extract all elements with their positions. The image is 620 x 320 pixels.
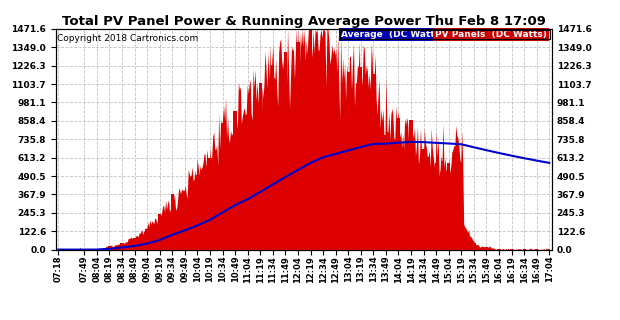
Bar (133, 238, 136, 250)
Bar (459, 169, 463, 250)
Bar (397, 118, 400, 250)
Bar (359, 67, 363, 250)
Bar (221, 123, 224, 250)
Bar (158, 214, 161, 250)
Text: PV Panels  (DC Watts): PV Panels (DC Watts) (435, 30, 547, 39)
Bar (284, 52, 287, 250)
Bar (372, 74, 375, 250)
Bar (447, 163, 450, 250)
Bar (108, 246, 111, 250)
Bar (384, 135, 388, 250)
Bar (422, 149, 425, 250)
Bar (170, 194, 174, 250)
Bar (120, 243, 123, 250)
Bar (271, 65, 275, 250)
Bar (183, 191, 187, 250)
Bar (334, 85, 337, 250)
Bar (321, 44, 325, 250)
Bar (196, 175, 199, 250)
Bar (347, 72, 350, 250)
Bar (435, 164, 438, 250)
Bar (510, 249, 513, 250)
Bar (234, 111, 237, 250)
Text: Copyright 2018 Cartronics.com: Copyright 2018 Cartronics.com (57, 34, 198, 43)
Bar (208, 158, 211, 250)
Bar (409, 120, 413, 250)
Bar (146, 229, 149, 250)
Bar (309, 29, 312, 250)
Title: Total PV Panel Power & Running Average Power Thu Feb 8 17:09: Total PV Panel Power & Running Average P… (62, 15, 546, 28)
Bar (485, 247, 488, 250)
Text: Average  (DC Watts): Average (DC Watts) (341, 30, 445, 39)
Bar (246, 116, 249, 250)
Bar (259, 83, 262, 250)
Bar (497, 249, 501, 250)
Bar (472, 243, 476, 250)
Bar (296, 42, 299, 250)
Bar (523, 249, 526, 250)
